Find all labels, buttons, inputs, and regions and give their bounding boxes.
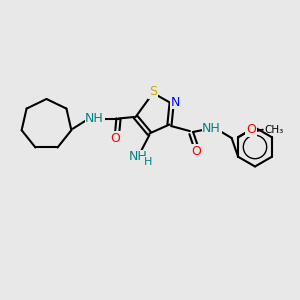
- Text: N: N: [170, 95, 180, 109]
- Text: S: S: [149, 85, 157, 98]
- Text: NH: NH: [129, 150, 147, 164]
- Text: NH: NH: [85, 112, 104, 125]
- Text: O: O: [246, 123, 256, 136]
- Text: NH: NH: [202, 122, 221, 136]
- Text: O: O: [111, 131, 120, 145]
- Text: CH₃: CH₃: [264, 125, 284, 135]
- Text: H: H: [144, 157, 152, 167]
- Text: O: O: [192, 145, 201, 158]
